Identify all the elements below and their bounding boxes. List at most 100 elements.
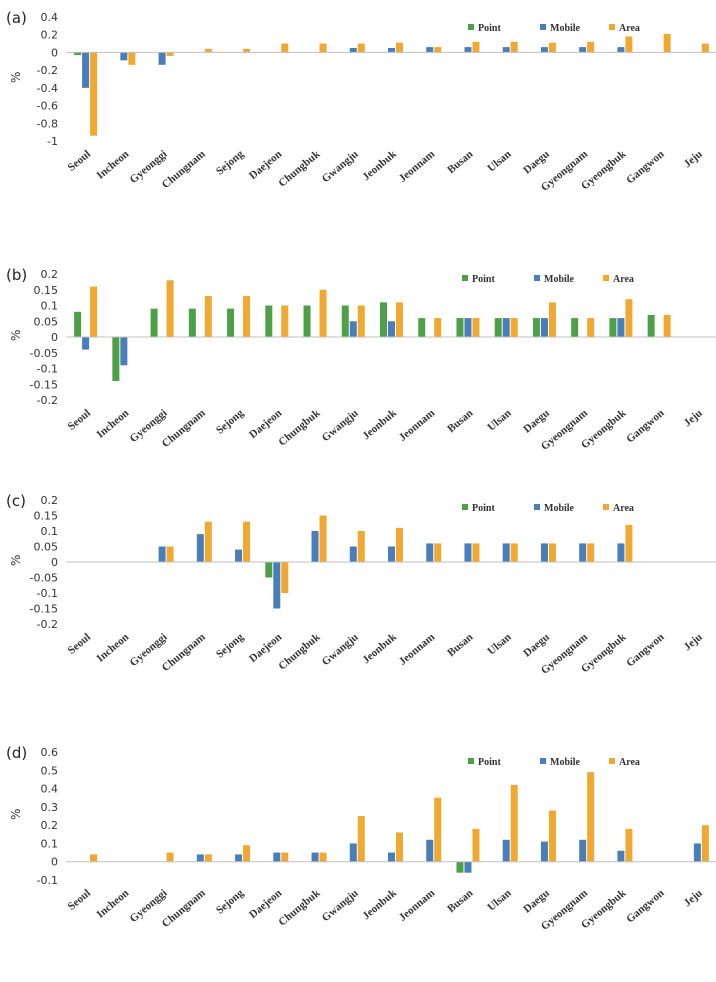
x-tick-label: Daejeon <box>247 887 284 921</box>
bar-mobile-chungbuk <box>311 531 319 562</box>
bar-mobile-jeonnam <box>426 839 434 862</box>
bar-mobile-ulsan <box>502 839 510 862</box>
y-tick-label: 0 <box>51 331 58 344</box>
bar-area-seoul <box>90 52 98 136</box>
bar-point-seoul <box>74 52 82 56</box>
x-tick-label: Jeju <box>682 887 705 909</box>
bar-point-ulsan <box>494 318 502 337</box>
x-tick-label: Chungbuk <box>276 407 323 449</box>
bar-area-seoul <box>90 854 98 862</box>
bar-area-chungnam <box>204 296 212 337</box>
bar-point-gyeonggi <box>150 308 158 337</box>
panel-label: (c) <box>6 492 26 510</box>
bar-mobile-daegu <box>540 318 548 337</box>
x-tick-label: Jeonbuk <box>360 407 399 443</box>
legend-swatch-area <box>603 504 609 510</box>
y-tick-label: -0.8 <box>37 117 58 130</box>
bar-point-gangwon <box>647 314 655 337</box>
y-tick-label: 0.5 <box>41 764 59 777</box>
bar-area-ulsan <box>510 784 518 862</box>
panel-label: (d) <box>6 744 27 762</box>
bar-mobile-gyeonggi <box>158 546 166 562</box>
x-tick-label: Busan <box>445 631 475 659</box>
bar-point-busan <box>456 318 464 337</box>
bar-point-incheon <box>112 337 120 382</box>
y-tick-label: 0.2 <box>41 819 59 832</box>
bar-area-chungbuk <box>319 852 327 862</box>
bar-mobile-daejeon <box>273 852 281 862</box>
bar-mobile-busan <box>464 47 472 53</box>
bar-area-gyeonggi <box>166 280 174 337</box>
bar-area-gyeongbuk <box>625 36 633 53</box>
chart-panel-a: (a)% 0.4 0.2 0 -0.2 -0.4 -0.6 -0.8 -1 Seoul Incheo… <box>0 0 716 245</box>
bar-area-incheon <box>128 52 136 65</box>
x-tick-label: Daegu <box>521 631 552 659</box>
y-tick-label: -0.1 <box>37 587 58 600</box>
bar-area-gyeonggi <box>166 546 174 562</box>
bar-mobile-jeonbuk <box>388 48 395 53</box>
bar-area-gwangju <box>357 531 365 562</box>
bar-mobile-busan <box>464 318 472 337</box>
legend-swatch-mobile <box>534 504 540 510</box>
bar-mobile-gyeongbuk <box>617 850 625 862</box>
chart-panel-c: (c)% 0.2 0.15 0.1 0.05 0 -0.05 -0.1 -0.15 -0.2 Seo… <box>0 488 716 736</box>
chart-panel-b: (b)% 0.2 0.15 0.1 0.05 0 -0.05 -0.1 -0.15 -0.2 Seo… <box>0 245 716 488</box>
bar-area-gyeonggi <box>166 852 174 862</box>
bar-area-ulsan <box>510 41 518 53</box>
bar-area-gyeonggi <box>166 52 174 56</box>
x-tick-label: Busan <box>445 407 475 435</box>
bar-mobile-sejong <box>235 549 243 562</box>
bar-area-gyeongnam <box>587 41 595 53</box>
bar-area-gyeongnam <box>587 772 595 862</box>
bar-mobile-chungnam <box>196 534 204 562</box>
bar-mobile-seoul <box>82 337 90 350</box>
x-tick-label: Incheon <box>95 631 132 665</box>
x-tick-label: Gangwon <box>624 148 666 186</box>
legend-label-mobile: Mobile <box>550 23 581 34</box>
bar-area-daegu <box>548 810 556 862</box>
bar-area-daejeon <box>281 305 289 337</box>
y-axis-label: % <box>9 555 23 566</box>
bar-point-gwangju <box>341 305 349 337</box>
bar-mobile-incheon <box>120 52 128 61</box>
bar-point-gyeongnam <box>571 318 579 337</box>
bar-mobile-daegu <box>540 543 548 562</box>
bar-mobile-gyeongbuk <box>617 543 625 562</box>
x-tick-label: Chungbuk <box>276 148 323 190</box>
bar-area-chungbuk <box>319 515 327 562</box>
x-tick-label: Sejong <box>214 407 246 437</box>
x-tick-label: Sejong <box>214 887 246 917</box>
x-tick-label: Jeonbuk <box>360 887 399 923</box>
y-axis-label: % <box>9 330 23 341</box>
x-tick-label: Ulsan <box>485 631 513 657</box>
bar-mobile-ulsan <box>502 47 510 53</box>
bar-area-gwangju <box>357 305 365 337</box>
legend-swatch-point <box>462 504 468 510</box>
y-tick-label: -0.05 <box>30 347 58 360</box>
bar-mobile-jeju <box>693 843 701 862</box>
bar-area-gyeongbuk <box>625 299 633 337</box>
y-axis-label: % <box>9 72 23 83</box>
bar-area-jeju <box>701 43 709 53</box>
legend-swatch-area <box>609 24 615 30</box>
x-tick-label: Jeju <box>682 631 705 653</box>
x-tick-label: Gwangju <box>320 407 361 444</box>
legend-label-mobile: Mobile <box>544 274 575 285</box>
y-tick-label: 0.1 <box>41 837 59 850</box>
x-tick-label: Busan <box>445 887 475 915</box>
bar-mobile-gyeonggi <box>158 52 166 65</box>
y-tick-label: -0.2 <box>37 64 58 77</box>
bar-area-jeonbuk <box>396 42 403 53</box>
legend-label-area: Area <box>613 274 634 285</box>
x-tick-label: Gangwon <box>624 631 666 669</box>
chart-svg: (a)% 0.4 0.2 0 -0.2 -0.4 -0.6 -0.8 -1 Seoul Incheo… <box>6 9 716 194</box>
x-tick-label: Ulsan <box>485 148 513 174</box>
bar-area-sejong <box>243 845 251 862</box>
legend-label-point: Point <box>478 757 501 768</box>
y-tick-label: 0.4 <box>41 11 59 24</box>
legend-swatch-point <box>468 24 474 30</box>
bar-area-gangwon <box>663 33 671 53</box>
bar-mobile-busan <box>464 861 472 873</box>
bar-area-jeonnam <box>434 47 442 53</box>
legend: Point Mobile Area <box>468 757 640 768</box>
